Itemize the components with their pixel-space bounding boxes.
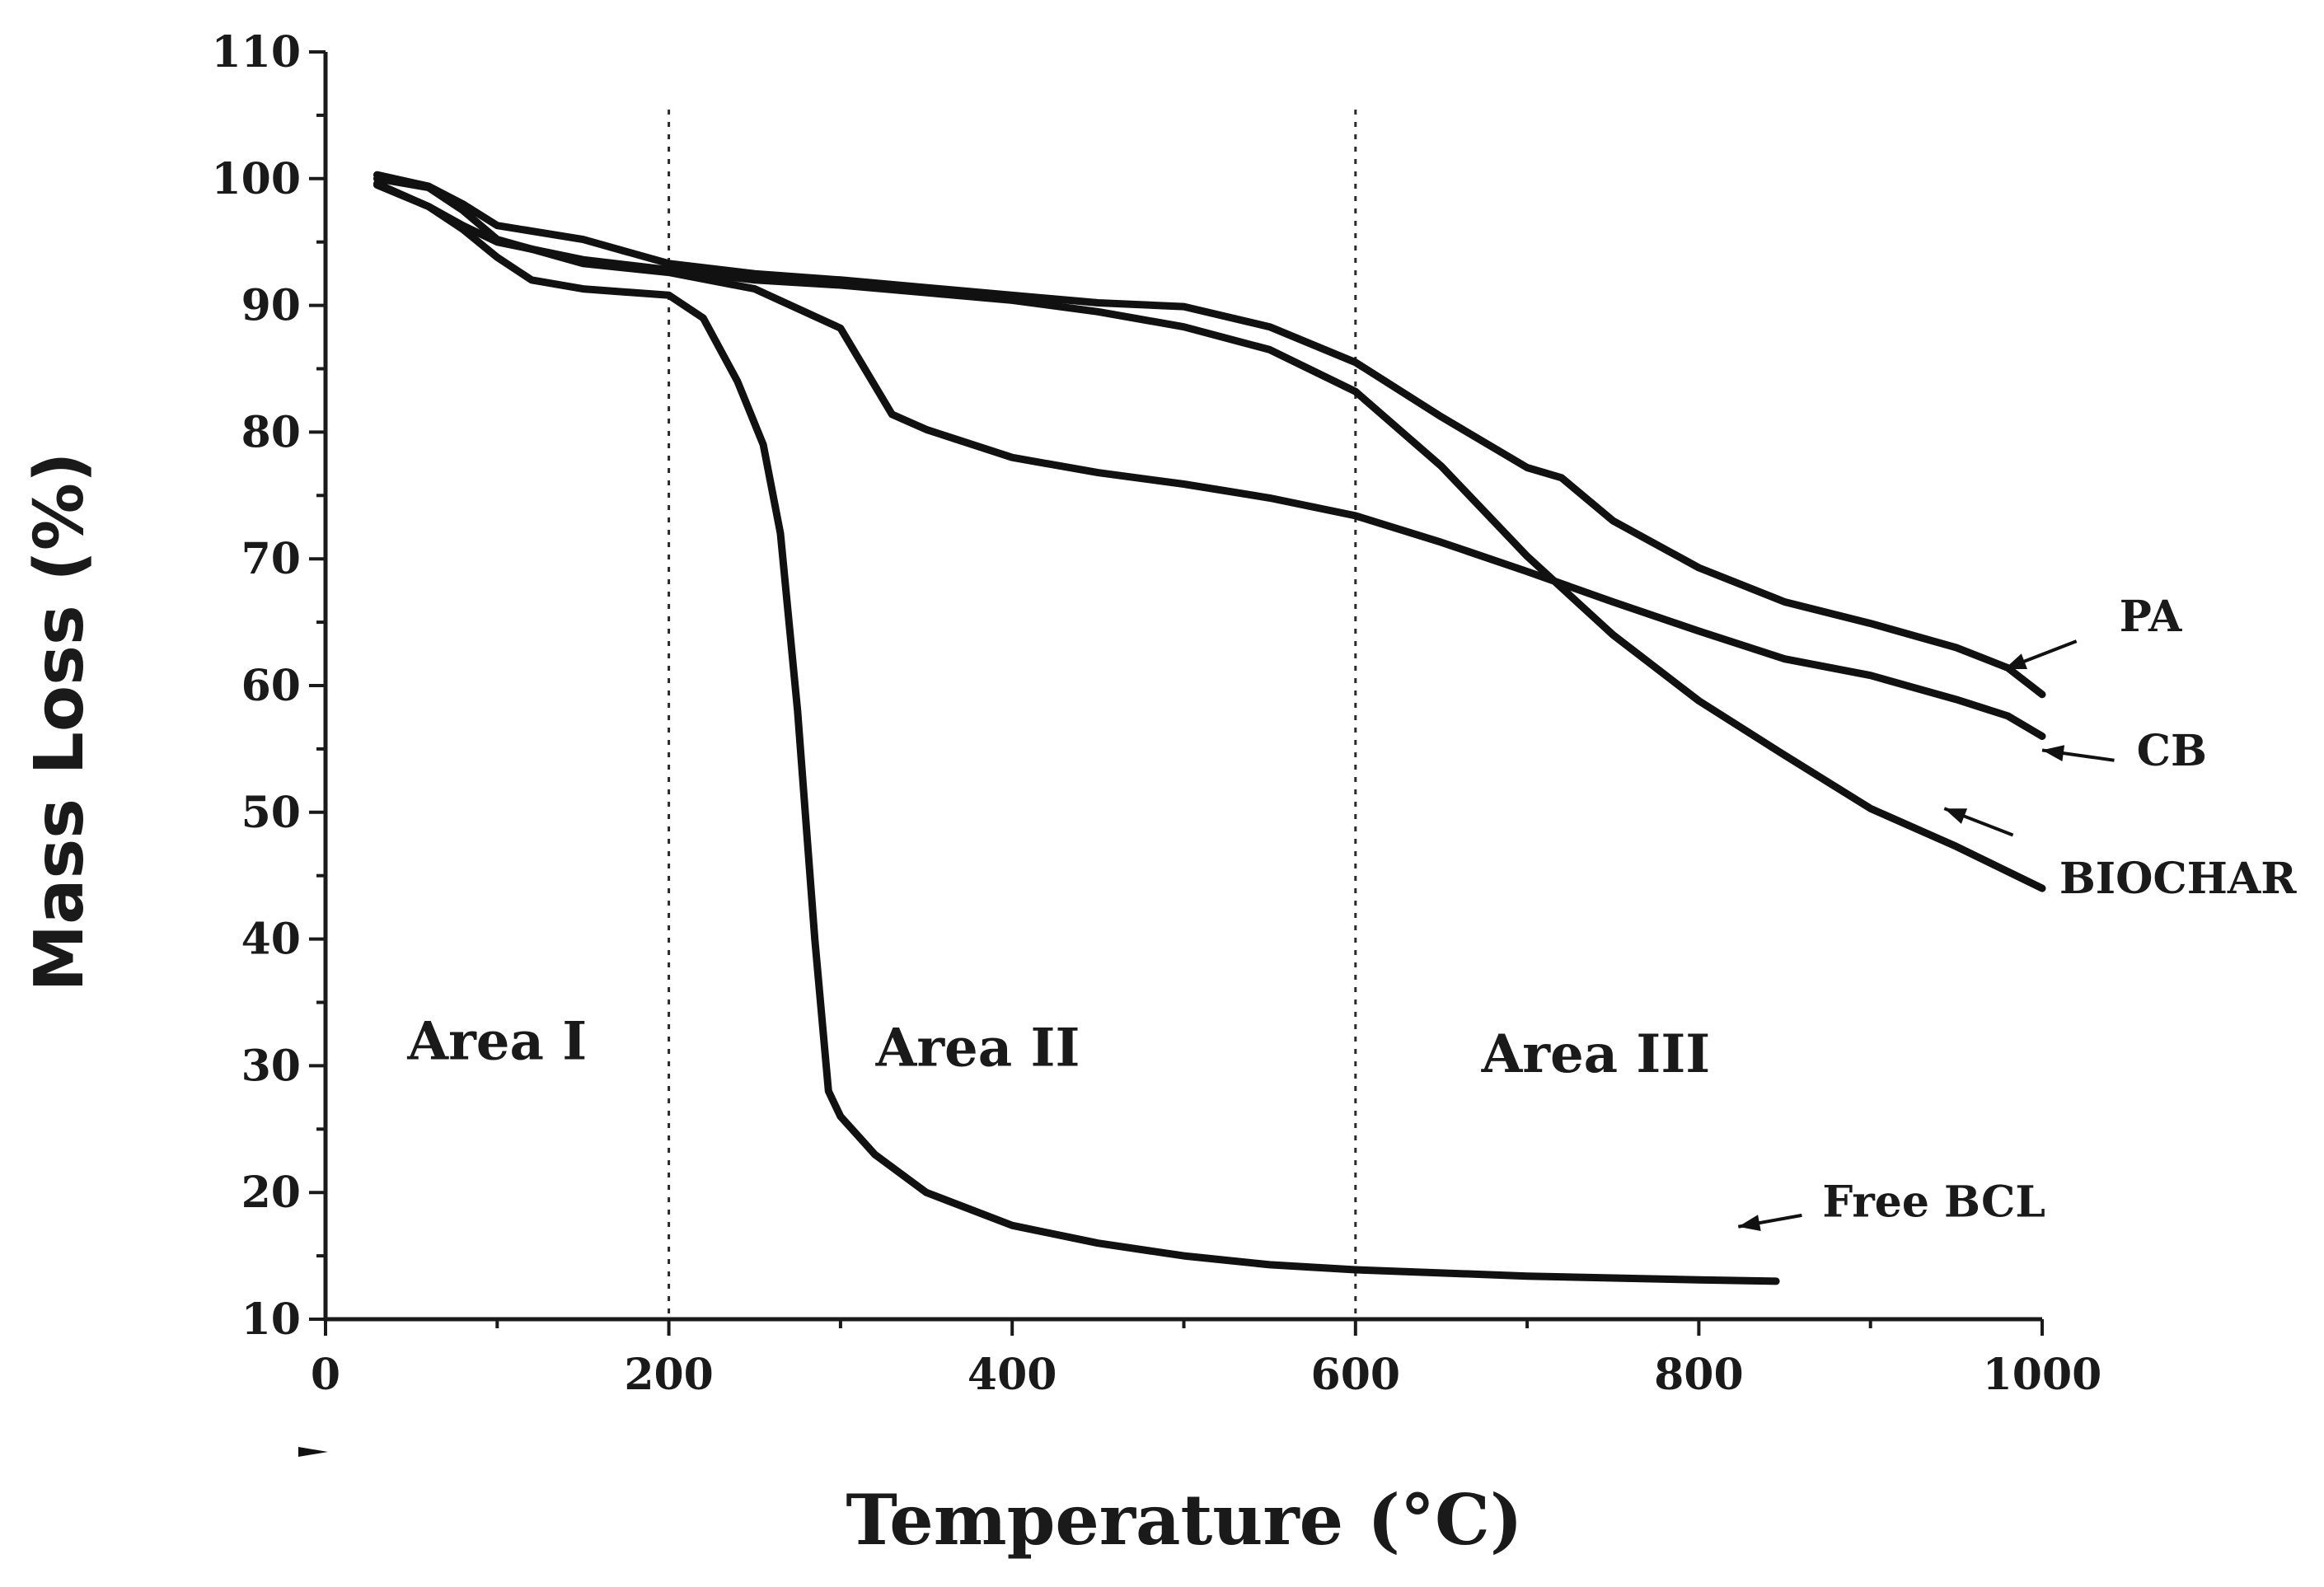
y-tick-label-50: 50 (241, 788, 301, 838)
x-tick-label-1000: 1000 (1983, 1350, 2102, 1400)
area-label-area-i: Area I (406, 1011, 587, 1073)
y-axis-title: Mass Loss (%) (21, 452, 99, 992)
stray-arrow-mark (298, 1447, 328, 1457)
y-tick-label-40: 40 (241, 915, 301, 965)
pointer-arrowhead-pa (2004, 653, 2027, 669)
y-tick-label-20: 20 (241, 1168, 301, 1218)
y-tick-label-110: 110 (211, 27, 301, 77)
x-tick-label-800: 800 (1654, 1350, 1744, 1400)
y-tick-label-10: 10 (241, 1294, 301, 1345)
y-tick-label-100: 100 (211, 154, 301, 204)
y-tick-label-60: 60 (241, 661, 301, 711)
area-label-area-ii: Area II (875, 1017, 1080, 1079)
series-line-free-bcl (373, 181, 1780, 1285)
series-label-biochar: BIOCHAR (2059, 854, 2297, 904)
plot-area: 10 20 30 40 50 60 70 80 90 100 110 0 200 400 600 800 100… (211, 27, 2297, 1457)
x-tick-label-600: 600 (1311, 1350, 1401, 1400)
area-label-area-iii: Area III (1481, 1023, 1711, 1085)
series-label-cb: CB (2137, 726, 2207, 776)
pointer-arrowhead-biochar (1944, 808, 1968, 824)
y-tick-label-70: 70 (241, 534, 301, 584)
x-tick-label-200: 200 (624, 1350, 714, 1400)
y-tick-label-90: 90 (241, 281, 301, 331)
series-label-free-bcl: Free BCL (1822, 1177, 2045, 1227)
y-tick-label-80: 80 (241, 407, 301, 457)
y-tick-label-30: 30 (241, 1041, 301, 1091)
x-tick-label-0: 0 (311, 1350, 340, 1400)
x-tick-label-400: 400 (968, 1350, 1057, 1400)
x-axis-title: Temperature (°C) (846, 1479, 1522, 1561)
series-line-pa (373, 171, 2046, 699)
pointer-arrowhead-free-bcl (1738, 1215, 1761, 1231)
pointer-arrowhead-cb (2042, 745, 2065, 761)
series-line-biochar (373, 180, 2046, 892)
series-label-pa: PA (2120, 592, 2182, 642)
